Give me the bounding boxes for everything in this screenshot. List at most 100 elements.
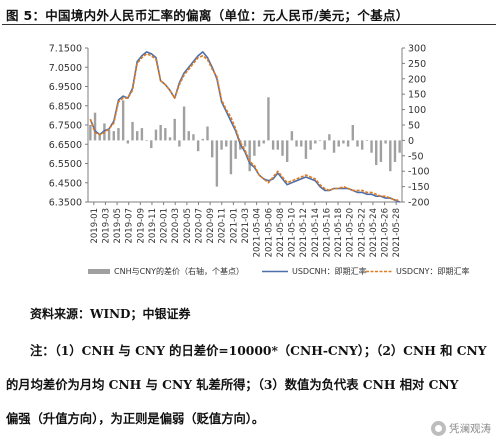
right-tick-label: 250 [408, 59, 426, 70]
left-tick-label: 6.3500 [49, 198, 82, 209]
spread-bar [285, 140, 289, 162]
spread-bar [300, 140, 303, 147]
right-tick-label: -50 [408, 151, 424, 162]
x-tick-label: 2021-05-24 [369, 208, 379, 257]
exchange-rate-deviation-chart: 6.3500 6.4500 6.5500 6.6500 6.7500 6.8500 6.95… [49, 44, 470, 277]
x-tick-label: 2021-05-04 [253, 208, 263, 257]
spread-bar [393, 140, 397, 162]
left-tick-label: 6.4500 [49, 178, 82, 189]
spread-bar [154, 129, 158, 141]
spread-bar [168, 137, 172, 141]
x-tick-label: 2019-05 [113, 208, 123, 244]
spread-bar [314, 140, 317, 144]
right-tick-label: -150 [408, 182, 430, 193]
spread-bar [276, 140, 280, 150]
spread-bar [98, 134, 101, 141]
left-tick-label: 6.6500 [49, 140, 82, 151]
x-tick-label: 2020-07 [194, 208, 204, 244]
spread-bar [281, 140, 284, 156]
spread-bar [225, 140, 228, 147]
spread-bar [267, 97, 270, 141]
spread-bar [131, 121, 134, 141]
spread-bar [107, 129, 111, 141]
left-tick-label: 6.7500 [49, 121, 82, 132]
spread-bar [262, 140, 265, 144]
right-tick-label: 300 [408, 44, 426, 55]
watermark-text: 凭澜观涛 [449, 423, 491, 435]
right-tick-label: 150 [408, 90, 426, 101]
legend-bar-label: CNH与CNY的差价（右轴，个基点） [114, 266, 244, 276]
spread-bar [257, 140, 261, 147]
right-tick-label: 200 [408, 74, 426, 85]
spread-bar [178, 140, 181, 147]
spread-bar [145, 140, 148, 141]
spread-bar [365, 140, 369, 141]
x-tick-label: 2020-01 [160, 208, 170, 244]
spread-bar [360, 140, 364, 150]
right-tick-label: 0 [408, 136, 414, 147]
spread-bar [93, 112, 97, 141]
spread-bar [173, 118, 176, 141]
spread-bar [351, 125, 354, 141]
left-tick-label: 7.0500 [49, 63, 82, 74]
spread-bar [136, 131, 139, 141]
x-tick-label: 2021-05-06 [264, 208, 274, 257]
source-line: 资料来源：WIND；中银证券 [30, 307, 191, 321]
x-tick-label: 2021-03 [241, 208, 251, 244]
right-tick-label: 50 [408, 121, 420, 132]
spread-bar [337, 140, 340, 147]
spread-bar [295, 140, 298, 147]
x-tick-label: 2019-11 [148, 208, 158, 244]
spread-bar [159, 125, 162, 141]
x-tick-label: 2021-05-26 [381, 208, 391, 257]
spread-bar [220, 140, 223, 150]
spread-bar [117, 128, 120, 141]
right-tick-label: -200 [408, 198, 430, 209]
spread-bar [215, 140, 219, 187]
spread-bar [140, 128, 144, 141]
x-tick-label: 2019-07 [125, 208, 135, 244]
spread-bar [389, 140, 392, 172]
wechat-icon [431, 421, 446, 436]
spread-bar [398, 140, 401, 153]
legend-usdcnh-label: USDCNH：即期汇率 [292, 266, 367, 276]
spread-bar [332, 140, 336, 153]
spread-bar [346, 140, 350, 147]
spread-bar [375, 140, 378, 166]
spread-bar [121, 100, 125, 141]
spread-bar [271, 140, 275, 150]
left-tick-label: 6.8500 [49, 101, 82, 112]
x-tick-label: 2020-09 [206, 208, 216, 244]
x-tick-label: 2020-05 [183, 208, 193, 244]
spread-bar [182, 106, 186, 141]
x-tick-label: 2020-11 [218, 208, 228, 244]
figure-title: 图 5：中国境内外人民币汇率的偏离（单位：元人民币/美元；个基点） [6, 8, 409, 23]
legend-bar-swatch [88, 269, 110, 274]
x-tick-label: 2021-01 [229, 208, 239, 244]
x-tick-label: 2020-03 [171, 208, 181, 244]
right-tick-label: 100 [408, 105, 426, 116]
spread-bar [318, 140, 322, 141]
x-tick-label: 2021-05-28 [392, 208, 402, 257]
x-tick-label: 2019-01 [90, 208, 100, 244]
spread-bar [196, 140, 200, 152]
spread-bar [304, 140, 308, 159]
spread-bar [342, 140, 345, 144]
watermark: 凭澜观涛 [431, 421, 491, 436]
x-tick-label: 2021-05-10 [288, 208, 298, 257]
spread-bar [323, 140, 326, 150]
spread-bar [201, 138, 205, 141]
note-line-2: 的月均差价为月均 CNH 与 CNY 轧差所得；（3）数值为负代表 CNH 相对… [6, 377, 459, 392]
x-tick-label: 2021-05-20 [346, 208, 356, 257]
spread-bar [150, 140, 153, 149]
spread-bar [253, 140, 256, 156]
spread-bar [370, 140, 373, 153]
spread-bar [328, 134, 331, 141]
spread-bar [187, 131, 190, 141]
note-line-1: 注：（1）CNH 与 CNY 的日差价=10000*（CNH-CNY）；（2）C… [30, 343, 487, 358]
spread-bar [248, 140, 251, 172]
spread-bar [384, 140, 387, 144]
x-tick-label: 2021-05-14 [311, 208, 321, 257]
x-tick-label: 2021-05-16 [322, 208, 332, 257]
spread-bar [234, 140, 237, 159]
